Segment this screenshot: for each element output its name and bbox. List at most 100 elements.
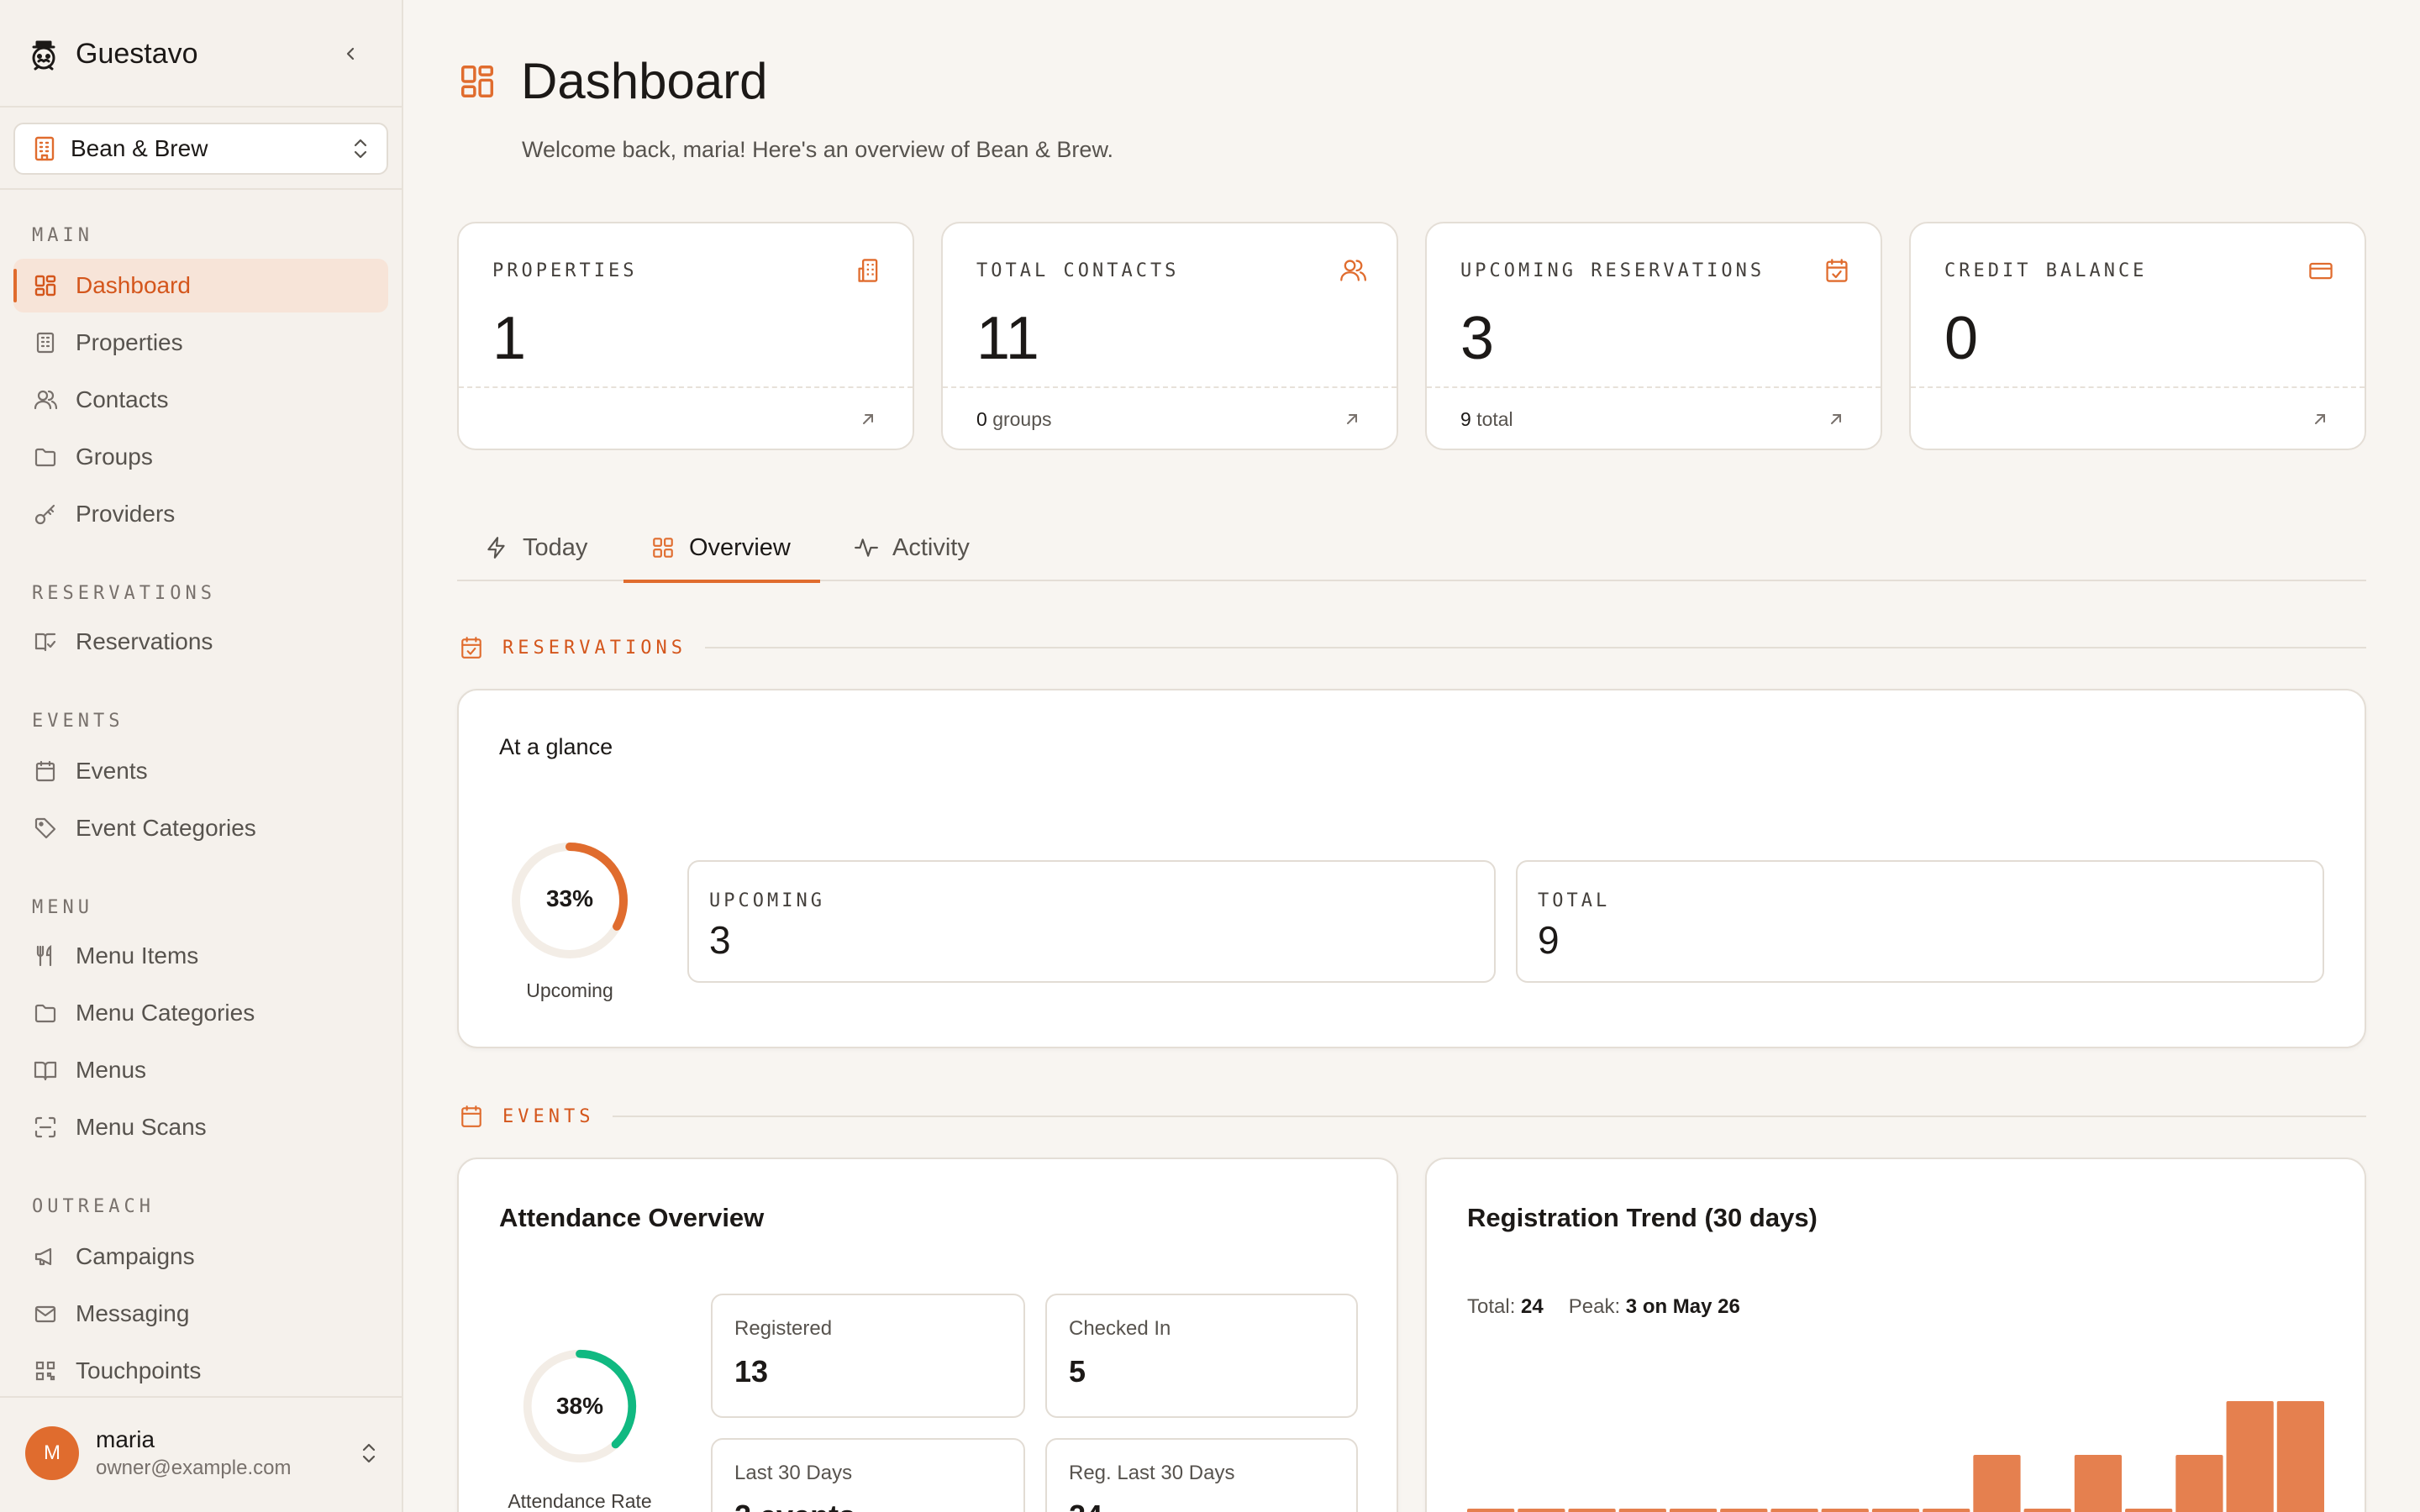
stat-card-upcoming-reservations[interactable]: UPCOMING RESERVATIONS 3 9 total bbox=[1425, 222, 1882, 450]
sidebar-item-reservations[interactable]: Reservations bbox=[13, 615, 388, 669]
collapse-sidebar-button[interactable] bbox=[336, 39, 366, 69]
calendar-check-icon bbox=[459, 635, 484, 660]
property-selector-value: Bean & Brew bbox=[71, 135, 208, 161]
user-menu[interactable]: M maria owner@example.com bbox=[25, 1423, 378, 1483]
sidebar-item-providers[interactable]: Providers bbox=[13, 487, 388, 541]
brand[interactable]: Guestavo bbox=[27, 32, 198, 76]
sidebar-item-contacts[interactable]: Contacts bbox=[13, 373, 388, 427]
app-name: Guestavo bbox=[76, 37, 198, 70]
trend-total-value: 24 bbox=[1521, 1295, 1544, 1318]
stat-value: 1 bbox=[492, 305, 527, 372]
tab-overview[interactable]: Overview bbox=[623, 514, 820, 583]
stat-card-credit-balance[interactable]: CREDIT BALANCE 0 bbox=[1909, 222, 2366, 450]
attendance-stat-card: Registered 13 bbox=[711, 1294, 1025, 1418]
tab-label: Overview bbox=[689, 533, 791, 561]
sidebar-item-properties[interactable]: Properties bbox=[13, 316, 388, 370]
section-header-events: EVENTS bbox=[459, 1104, 2366, 1129]
building-icon bbox=[34, 331, 57, 354]
chevrons-up-down-icon bbox=[360, 1441, 378, 1466]
panel-title: Registration Trend (30 days) bbox=[1467, 1203, 1818, 1232]
arrow-up-right-icon[interactable] bbox=[1344, 412, 1360, 427]
stat-card-properties[interactable]: PROPERTIES 1 bbox=[457, 222, 914, 450]
calendar-check-icon bbox=[1823, 257, 1850, 284]
book-open-icon bbox=[34, 1058, 57, 1082]
trend-peak-value: 3 on May 26 bbox=[1625, 1295, 1740, 1318]
calendar-icon bbox=[34, 759, 57, 783]
trend-bar[interactable] bbox=[1720, 1509, 1768, 1512]
upcoming-card: UPCOMING 3 bbox=[687, 860, 1496, 983]
trend-bar[interactable] bbox=[1618, 1509, 1666, 1512]
sidebar-item-dashboard[interactable]: Dashboard bbox=[13, 259, 388, 312]
arrow-up-right-icon[interactable] bbox=[2312, 412, 2328, 427]
chevron-left-icon bbox=[343, 45, 360, 62]
sidebar-item-label: Properties bbox=[76, 329, 183, 355]
att-label: Last 30 Days bbox=[734, 1462, 853, 1484]
tab-today[interactable]: Today bbox=[457, 514, 614, 581]
sidebar-item-menu-items[interactable]: Menu Items bbox=[13, 929, 388, 983]
dashboard-tabs: Today Overview Activity bbox=[457, 514, 2366, 583]
activity-icon bbox=[854, 535, 879, 560]
trend-bar[interactable] bbox=[1770, 1509, 1818, 1512]
trend-bar[interactable] bbox=[2023, 1509, 2071, 1512]
trend-bar[interactable] bbox=[1821, 1509, 1869, 1512]
trend-bar[interactable] bbox=[1923, 1509, 1970, 1512]
arrow-up-right-icon[interactable] bbox=[860, 412, 876, 427]
ring-percent: 33% bbox=[545, 885, 594, 911]
section-title: RESERVATIONS bbox=[502, 637, 687, 659]
sidebar-item-messaging[interactable]: Messaging bbox=[13, 1287, 388, 1341]
attendance-ring bbox=[523, 1349, 637, 1463]
sidebar-item-groups[interactable]: Groups bbox=[13, 430, 388, 484]
sidebar-item-touchpoints[interactable]: Touchpoints bbox=[13, 1344, 388, 1398]
attendance-stat-card: Reg. Last 30 Days 24 bbox=[1045, 1438, 1358, 1512]
stat-card-total-contacts[interactable]: TOTAL CONTACTS 11 0 groups bbox=[941, 222, 1398, 450]
sidebar-item-menu-categories[interactable]: Menu Categories bbox=[13, 986, 388, 1040]
sidebar-item-label: Event Categories bbox=[76, 815, 256, 841]
sidebar-item-events[interactable]: Events bbox=[13, 744, 388, 798]
att-label: Registered bbox=[734, 1317, 833, 1340]
ring-percent: 38% bbox=[555, 1393, 604, 1419]
property-selector[interactable]: Bean & Brew bbox=[13, 123, 388, 175]
trend-bar[interactable] bbox=[1568, 1509, 1616, 1512]
users-icon bbox=[34, 388, 57, 412]
trend-bar[interactable] bbox=[1871, 1509, 1920, 1512]
nav-section-outreach: OUTREACH bbox=[32, 1196, 155, 1217]
book-check-icon bbox=[34, 630, 57, 654]
page-subtitle: Welcome back, maria! Here's an overview … bbox=[522, 137, 1113, 162]
panel-title: Attendance Overview bbox=[499, 1203, 765, 1232]
trend-bar[interactable] bbox=[1973, 1455, 2021, 1512]
stat-divider bbox=[1427, 386, 1881, 388]
tab-label: Today bbox=[523, 533, 588, 561]
sidebar-item-campaigns[interactable]: Campaigns bbox=[13, 1230, 388, 1284]
trend-bar[interactable] bbox=[1669, 1509, 1718, 1512]
trend-bar[interactable] bbox=[2226, 1401, 2274, 1512]
tab-activity[interactable]: Activity bbox=[827, 514, 997, 581]
dashboard-icon bbox=[459, 63, 496, 100]
sidebar-divider bbox=[0, 188, 402, 190]
stat-footer-number: 9 bbox=[1460, 408, 1471, 430]
trend-bar[interactable] bbox=[2125, 1509, 2173, 1512]
arrow-up-right-icon[interactable] bbox=[1828, 412, 1844, 427]
stat-footer-text: groups bbox=[992, 408, 1052, 430]
ring-caption: Attendance Rate bbox=[508, 1490, 652, 1512]
sidebar-divider bbox=[0, 106, 402, 108]
sidebar-item-event-categories[interactable]: Event Categories bbox=[13, 801, 388, 855]
sidebar-item-menu-scans[interactable]: Menu Scans bbox=[13, 1100, 388, 1154]
nav-section-events: EVENTS bbox=[32, 711, 124, 732]
trend-bar[interactable] bbox=[2074, 1455, 2123, 1512]
avatar: M bbox=[25, 1426, 79, 1480]
trend-bar[interactable] bbox=[1518, 1509, 1565, 1512]
trend-bar[interactable] bbox=[2175, 1455, 2223, 1512]
sidebar-item-menus[interactable]: Menus bbox=[13, 1043, 388, 1097]
trend-total-label: Total: bbox=[1467, 1295, 1516, 1318]
trend-bar[interactable] bbox=[1467, 1509, 1515, 1512]
nav-section-menu: MENU bbox=[32, 897, 93, 918]
stat-label: CREDIT BALANCE bbox=[1944, 260, 2148, 281]
att-label: Checked In bbox=[1069, 1317, 1171, 1340]
upcoming-ring bbox=[512, 843, 628, 958]
trend-bar[interactable] bbox=[2276, 1401, 2324, 1512]
sidebar-item-label: Menu Scans bbox=[76, 1114, 207, 1140]
att-value: 24 bbox=[1069, 1499, 1102, 1512]
att-value: 2 events bbox=[734, 1499, 855, 1512]
section-rule bbox=[613, 1116, 2366, 1117]
trend-total: Total: 24 bbox=[1467, 1295, 1544, 1319]
